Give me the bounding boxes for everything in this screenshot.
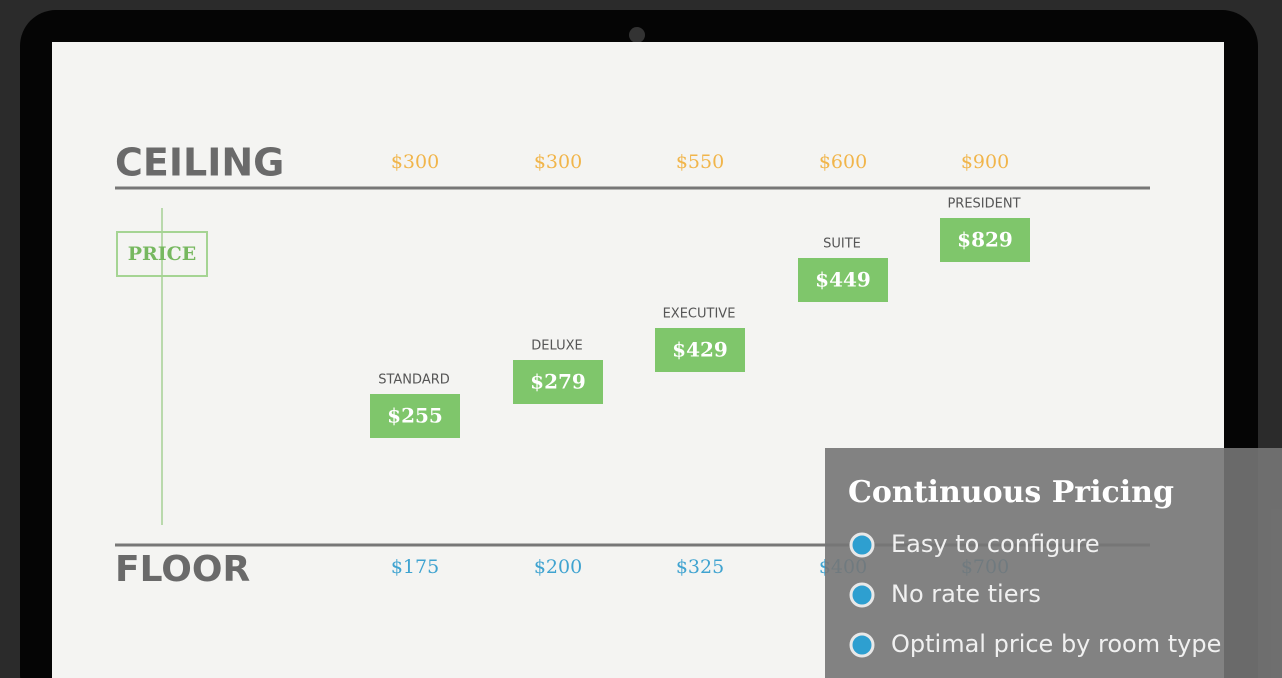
bullet-text: Easy to configure: [891, 530, 1100, 558]
room-name: SUITE: [823, 237, 861, 252]
floor-label: FLOOR: [115, 549, 250, 590]
price-label: PRICE: [128, 243, 197, 265]
room-price-box: [940, 218, 1030, 262]
ceiling-price: $300: [391, 151, 439, 173]
room-price-box: [655, 328, 745, 372]
room-price-box: [370, 394, 460, 438]
room-price: $255: [387, 404, 443, 428]
ceiling-price: $900: [961, 151, 1009, 173]
price-box: [116, 231, 208, 277]
room-name: DELUXE: [531, 339, 582, 354]
room-price-box: [513, 360, 603, 404]
ceiling-price: $550: [676, 151, 724, 173]
room-name: EXECUTIVE: [663, 307, 736, 322]
camera: [629, 27, 645, 43]
room-price: $449: [815, 268, 871, 292]
columns: $300 $175 STANDARD $255 $300 $200 DELUXE $279 $5…: [370, 151, 1030, 578]
room-name: STANDARD: [378, 373, 450, 388]
ceiling-price: $600: [819, 151, 867, 173]
floor-price: $325: [676, 556, 724, 578]
bullet-list: Easy to configure No rate tiers Optimal pr…: [849, 530, 1221, 658]
overlay-title: Continuous Pricing: [848, 475, 1174, 510]
room-price: $429: [672, 338, 728, 362]
room-price: $279: [530, 370, 586, 394]
room-price-box: [798, 258, 888, 302]
overlay-panel: [825, 448, 1282, 678]
bullet-dot: [849, 532, 875, 558]
floor-price: $175: [391, 556, 439, 578]
ceiling-label: CEILING: [115, 141, 284, 185]
bullet-dot: [849, 632, 875, 658]
bullet-text: Optimal price by room type: [891, 630, 1221, 658]
room-price: $829: [957, 228, 1013, 252]
bullet-text: No rate tiers: [891, 580, 1041, 608]
ceiling-price: $300: [534, 151, 582, 173]
floor-price: $200: [534, 556, 582, 578]
room-name: PRESIDENT: [947, 197, 1020, 212]
bullet-dot: [849, 582, 875, 608]
